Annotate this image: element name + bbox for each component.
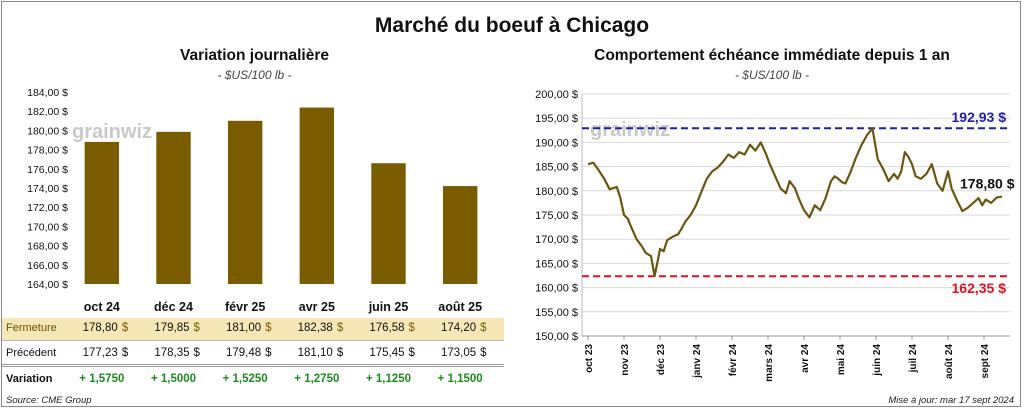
bar-2 <box>227 120 263 284</box>
currency-sign: $ <box>193 322 200 334</box>
line-x-tick-label: sept 24 <box>980 344 991 379</box>
currency-sign: $ <box>480 322 487 334</box>
row-label-variation: Variation <box>6 373 53 385</box>
precedent-cell-3: 181,10 <box>297 347 333 359</box>
dashboard-title: Marché du boeuf à Chicago <box>374 14 650 37</box>
fermeture-cell-4: 176,58 <box>369 322 405 334</box>
high-value-label: 192,93 $ <box>952 109 1007 125</box>
bar-y-tick-label: 174,00 $ <box>27 183 68 195</box>
bar-y-tick-label: 180,00 $ <box>27 125 68 137</box>
bar-x-tick-label: juin 25 <box>368 300 409 314</box>
line-x-tick-label: déc 23 <box>656 344 667 376</box>
line-x-tick-label: nov 23 <box>620 344 631 376</box>
line-y-tick-label: 170,00 $ <box>535 234 578 246</box>
line-x-tick-label: avr 24 <box>800 344 811 373</box>
low-value-label: 162,35 $ <box>952 280 1007 296</box>
variation-cell-2: + 1,5250 <box>222 373 268 385</box>
one-year-line-chart: 150,00 $ 155,00 $ 160,00 $ 165,00 $ 170,00 $… <box>535 89 1015 382</box>
price-table: Fermeture Précédent Variation 178,80 $179… <box>2 318 504 400</box>
line-y-tick-label: 150,00 $ <box>535 331 578 343</box>
fermeture-cell-0: 178,80 <box>82 322 118 334</box>
bar-x-tick-label: févr 25 <box>225 300 265 314</box>
bar-0 <box>84 141 120 284</box>
precedent-cell-1: 178,35 <box>154 347 190 359</box>
bar-y-tick-label: 184,00 $ <box>27 87 68 99</box>
line-y-tick-label: 185,00 $ <box>535 162 578 174</box>
fermeture-row-bg <box>2 318 504 340</box>
line-x-tick-label: mai 24 <box>836 344 847 376</box>
left-chart-unit: - $US/100 lb - <box>217 68 292 82</box>
bar-y-tick-label: 172,00 $ <box>27 202 68 214</box>
grainwiz-watermark-left: grainwiz <box>72 121 152 143</box>
line-y-tick-label: 195,00 $ <box>535 113 578 125</box>
price-series-line <box>587 127 1003 278</box>
bar-x-tick-label: oct 24 <box>84 300 120 314</box>
bar-y-tick-label: 168,00 $ <box>27 241 68 253</box>
currency-sign: $ <box>336 347 344 359</box>
bar-3 <box>299 107 335 284</box>
fermeture-cell-2: 181,00 <box>225 322 262 334</box>
line-x-tick-label: juil 24 <box>908 344 919 374</box>
bar-y-tick-label: 164,00 $ <box>27 279 68 291</box>
bar-y-tick-label: 178,00 $ <box>27 145 68 157</box>
bar-x-tick-label: déc 24 <box>154 300 193 314</box>
currency-sign: $ <box>408 347 415 359</box>
row-label-fermeture: Fermeture <box>6 322 57 334</box>
line-y-tick-label: 155,00 $ <box>535 307 578 319</box>
precedent-cell-5: 173,05 <box>440 347 477 359</box>
currency-sign: $ <box>336 322 344 334</box>
bar-y-tick-label: 182,00 $ <box>27 106 68 118</box>
right-chart-unit: - $US/100 lb - <box>734 68 810 82</box>
line-x-tick-label: janv 24 <box>692 344 703 379</box>
daily-variation-bar-chart: 164,00 $ 166,00 $ 168,00 $ 170,00 $ 172,00 $… <box>27 87 482 314</box>
grainwiz-watermark-right: grainwiz <box>590 119 670 141</box>
bar-1 <box>156 131 191 284</box>
variation-cell-4: + 1,1250 <box>365 373 412 385</box>
currency-sign: $ <box>121 347 129 359</box>
fermeture-cell-3: 182,38 <box>297 322 333 334</box>
currency-sign: $ <box>193 347 200 359</box>
line-x-tick-label: juin 24 <box>872 344 883 377</box>
currency-sign: $ <box>265 322 272 334</box>
last-value-label: 178,80 $ <box>960 175 1015 191</box>
bar-x-tick-label: août 25 <box>438 300 482 314</box>
bar-5 <box>442 186 478 284</box>
line-y-tick-label: 165,00 $ <box>535 258 578 270</box>
currency-sign: $ <box>265 347 272 359</box>
source-note: Source: CME Group <box>6 395 92 406</box>
fermeture-cell-1: 179,85 <box>154 322 190 334</box>
line-x-tick-label: oct 23 <box>584 344 595 373</box>
bar-y-tick-label: 170,00 $ <box>27 221 68 233</box>
row-label-precedent: Précédent <box>6 347 57 359</box>
bar-y-tick-label: 176,00 $ <box>27 164 68 176</box>
precedent-cell-4: 175,45 <box>369 347 405 359</box>
line-x-tick-label: mars 24 <box>764 344 775 382</box>
bar-4 <box>371 163 406 284</box>
left-chart-title: Variation journalière <box>179 47 330 64</box>
update-note: Mise à jour: mar 17 sept 2024 <box>888 395 1014 406</box>
line-y-tick-label: 175,00 $ <box>535 210 578 222</box>
bar-y-tick-label: 166,00 $ <box>27 260 68 272</box>
fermeture-cell-5: 174,20 <box>440 322 477 334</box>
precedent-cell-2: 179,48 <box>225 347 262 359</box>
bar-x-tick-label: avr 25 <box>299 300 335 314</box>
line-y-tick-label: 190,00 $ <box>535 137 578 149</box>
precedent-cell-0: 177,23 <box>82 347 118 359</box>
currency-sign: $ <box>408 322 415 334</box>
currency-sign: $ <box>121 322 129 334</box>
variation-cell-5: + 1,1500 <box>437 373 483 385</box>
line-x-tick-label: févr 24 <box>728 344 739 377</box>
variation-cell-3: + 1,2750 <box>294 373 340 385</box>
line-y-tick-label: 180,00 $ <box>535 186 578 198</box>
line-x-tick-label: août 24 <box>944 344 955 379</box>
variation-cell-1: + 1,5000 <box>150 373 197 385</box>
line-y-tick-label: 160,00 $ <box>535 283 578 295</box>
line-y-tick-label: 200,00 $ <box>535 89 578 101</box>
variation-cell-0: + 1,5750 <box>79 373 125 385</box>
right-chart-title: Comportement échéance immédiate depuis 1… <box>594 47 950 64</box>
currency-sign: $ <box>480 347 487 359</box>
